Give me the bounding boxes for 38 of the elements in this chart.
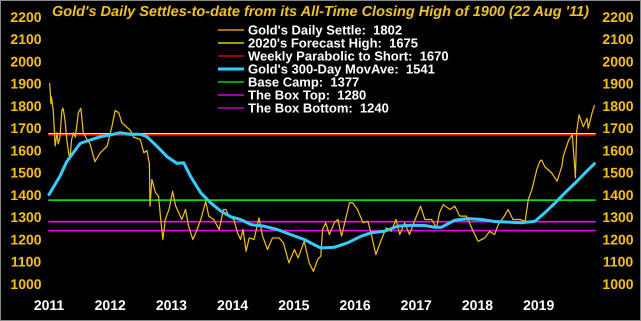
y-tick-label: 1800 — [10, 98, 42, 114]
y-tick-label: 1400 — [10, 186, 42, 203]
y-tick-label: 1200 — [10, 231, 42, 248]
x-tick-label: 2016 — [339, 296, 371, 313]
y-tick-label: 1500 — [10, 164, 42, 181]
y2-tick-label: 1400 — [602, 186, 634, 203]
y-tick-label: 1100 — [10, 254, 42, 270]
legend-label: Gold's Daily Settle: 1802 — [248, 22, 402, 38]
y2-tick-label: 2200 — [602, 8, 634, 25]
y2-tick-label: 1500 — [602, 164, 634, 181]
chart-title: Gold's Daily Settles-to-date from its All-Time Closing High of 1900 (22 Aug '11) — [52, 4, 590, 20]
y-tick-label: 1300 — [10, 209, 42, 226]
y2-tick-label: 2000 — [602, 53, 634, 70]
x-tick-label: 2018 — [462, 296, 494, 313]
y-tick-label: 2000 — [10, 53, 42, 70]
y-tick-label: 2100 — [10, 31, 42, 48]
y2-tick-label: 1100 — [602, 254, 634, 270]
y-tick-label: 1900 — [10, 76, 42, 92]
line-series — [48, 131, 596, 250]
x-tick-label: 2014 — [217, 296, 248, 313]
y-tick-label: 1700 — [10, 120, 42, 136]
x-tick-label: 2015 — [278, 296, 310, 313]
y2-tick-label: 1200 — [602, 231, 634, 248]
y2-tick-label: 1000 — [602, 276, 634, 292]
x-tick-label: 2019 — [523, 296, 554, 313]
y2-tick-label: 1700 — [602, 120, 634, 136]
y2-tick-label: 2100 — [602, 31, 634, 48]
y2-tick-label: 1900 — [602, 76, 634, 92]
x-tick-label: 2017 — [400, 296, 432, 313]
x-tick-label: 2013 — [156, 296, 188, 313]
x-tick-label: 2012 — [94, 296, 126, 313]
y-tick-label: 1600 — [10, 142, 42, 158]
y2-tick-label: 1800 — [602, 98, 634, 114]
x-tick-label: 2011 — [34, 296, 64, 313]
y-tick-label: 2200 — [10, 8, 42, 25]
y2-tick-label: 1300 — [602, 209, 634, 226]
y2-tick-label: 1600 — [602, 142, 634, 158]
y-tick-label: 1000 — [10, 276, 42, 292]
